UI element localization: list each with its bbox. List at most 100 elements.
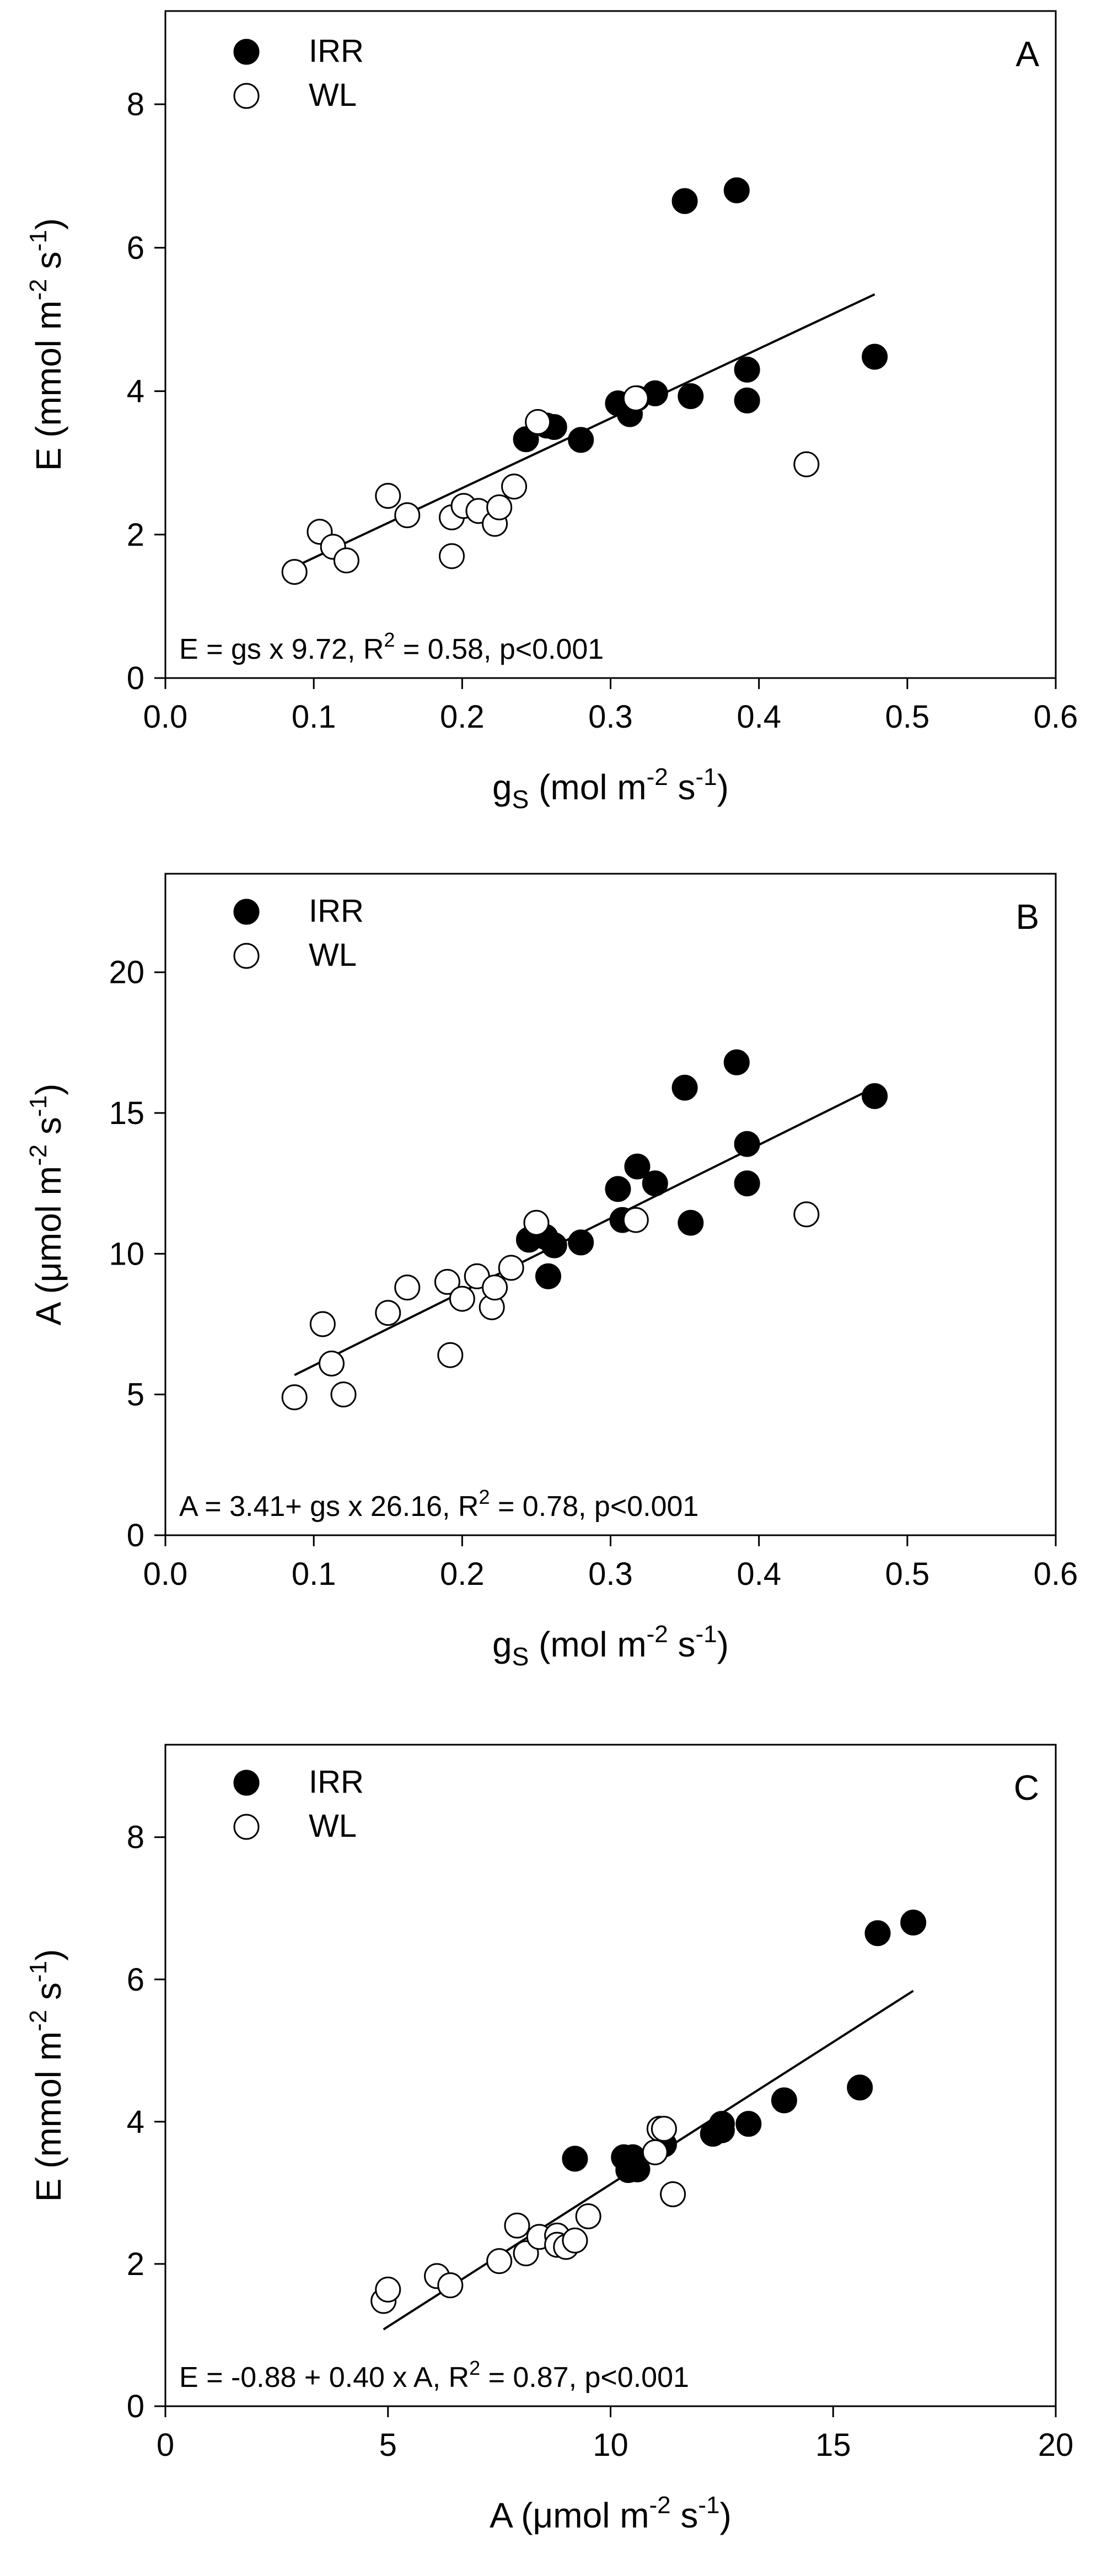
y-tick-label: 20: [109, 955, 144, 991]
x-tick-label: 0.0: [143, 1556, 188, 1592]
data-point-irr: [723, 177, 750, 203]
legend-marker-irr: [233, 899, 260, 925]
data-point-wl: [318, 1351, 345, 1377]
x-tick-label: 10: [593, 2427, 628, 2463]
legend-marker-wl: [233, 943, 260, 969]
data-point-wl: [281, 558, 308, 585]
y-tick-label: 4: [127, 2104, 144, 2140]
data-point-irr: [862, 1083, 888, 1109]
x-tick-label: 0.2: [440, 1556, 485, 1592]
data-point-wl: [501, 474, 528, 500]
data-point-wl: [309, 1311, 336, 1337]
panel-letter: B: [1015, 897, 1039, 937]
y-tick-label: 15: [109, 1095, 144, 1131]
x-tick-label: 15: [815, 2427, 851, 2463]
data-point-wl: [437, 2272, 464, 2299]
data-point-wl: [793, 1201, 820, 1228]
data-point-wl: [498, 1255, 524, 1281]
y-tick-label: 6: [127, 1962, 144, 1998]
panel-b: 0.0 0.1 0.2 0.3 0.4 0.5 0.6 0 5 10 15 20 gS (mol m-2…: [25, 873, 1078, 1671]
data-point-wl: [622, 1207, 649, 1233]
data-point-irr: [734, 387, 760, 413]
legend-label-wl: WL: [309, 1808, 357, 1844]
data-point-wl: [562, 2227, 588, 2254]
data-point-irr: [734, 1170, 760, 1197]
y-tick-label: 0: [127, 1518, 144, 1553]
plot-frame: [164, 1744, 1057, 2407]
y-tick-label: 0: [127, 660, 144, 696]
data-point-irr: [771, 2087, 797, 2113]
x-axis-label: A (μmol m-2 s-1): [490, 2492, 732, 2535]
legend-marker-irr: [233, 39, 260, 65]
legend-label-irr: IRR: [309, 1764, 364, 1800]
x-tick-label: 0.3: [588, 699, 633, 735]
data-point-wl: [523, 1209, 550, 1236]
data-point-wl: [642, 2139, 668, 2165]
y-tick-label: 2: [127, 517, 144, 553]
data-point-wl: [793, 451, 820, 477]
x-tick-label: 0: [157, 2427, 174, 2463]
legend-marker-irr: [233, 1770, 260, 1796]
y-tick-label: 8: [127, 1820, 144, 1856]
legend-marker-wl: [233, 83, 260, 109]
x-tick-label: 0.5: [885, 699, 930, 735]
y-axis-label: E (mmol m-2 s-1): [25, 1949, 68, 2202]
regression-equation: A = 3.41+ gs x 26.16, R2 = 0.78, p<0.001: [179, 1486, 698, 1523]
legend-label-wl: WL: [309, 937, 357, 973]
x-tick-label: 20: [1038, 2427, 1074, 2463]
data-point-wl: [330, 1381, 357, 1408]
x-tick-label: 0.4: [737, 1556, 781, 1592]
data-point-wl: [437, 1342, 464, 1368]
data-point-wl: [449, 1286, 475, 1312]
data-point-wl: [575, 2203, 601, 2229]
data-point-wl: [333, 547, 359, 574]
data-point-wl: [375, 2276, 401, 2303]
data-point-wl: [660, 2181, 686, 2207]
data-point-wl: [434, 1268, 460, 1295]
plot-frame: [164, 873, 1057, 1536]
data-point-irr: [541, 1232, 567, 1259]
data-point-irr: [671, 1074, 698, 1101]
data-point-wl: [651, 2116, 677, 2142]
panel-a: 0.0 0.1 0.2 0.3 0.4 0.5 0.6 0 2 4 6 8 gS (mol m-2 s-…: [25, 10, 1078, 814]
data-point-wl: [375, 483, 401, 509]
x-tick-label: 0.1: [292, 699, 336, 735]
data-point-irr: [568, 427, 594, 453]
data-point-irr: [642, 1170, 668, 1197]
x-tick-label: 0.0: [143, 699, 188, 735]
panel-c: 0 5 10 15 20 0 2 4 6 8 A (μmol m-2 s-1) E (mmol m-2…: [25, 1744, 1074, 2535]
y-tick-label: 8: [127, 87, 144, 122]
y-tick-label: 5: [127, 1377, 144, 1413]
data-point-irr: [562, 2145, 588, 2172]
data-point-irr: [700, 2121, 726, 2147]
x-tick-label: 0.4: [737, 699, 781, 735]
y-tick-label: 0: [127, 2389, 144, 2424]
data-point-irr: [735, 2111, 762, 2137]
y-tick-label: 6: [127, 230, 144, 266]
data-point-wl: [438, 543, 465, 569]
data-point-irr: [671, 188, 698, 214]
legend-marker-wl: [233, 1814, 260, 1840]
x-axis-label: gS (mol m-2 s-1): [492, 1621, 729, 1671]
data-point-irr: [568, 1229, 594, 1256]
y-axis-label: E (mmol m-2 s-1): [25, 218, 68, 471]
legend-label-irr: IRR: [309, 33, 364, 69]
legend-label-wl: WL: [309, 77, 357, 113]
data-point-wl: [486, 494, 513, 520]
y-tick-label: 2: [127, 2246, 144, 2282]
data-point-irr: [862, 343, 888, 370]
x-tick-label: 0.5: [885, 1556, 930, 1592]
data-point-irr: [847, 2074, 873, 2101]
data-point-wl: [504, 2212, 530, 2239]
x-tick-label: 0.2: [440, 699, 485, 735]
data-point-wl: [622, 385, 649, 412]
regression-equation: E = -0.88 + 0.40 x A, R2 = 0.87, p<0.001: [179, 2357, 689, 2394]
data-point-wl: [375, 1300, 401, 1326]
x-tick-label: 0.6: [1034, 1556, 1078, 1592]
x-tick-label: 0.3: [588, 1556, 633, 1592]
y-tick-label: 4: [127, 374, 144, 410]
legend-label-irr: IRR: [309, 893, 364, 929]
x-tick-label: 5: [379, 2427, 397, 2463]
x-axis-label: gS (mol m-2 s-1): [492, 763, 729, 814]
